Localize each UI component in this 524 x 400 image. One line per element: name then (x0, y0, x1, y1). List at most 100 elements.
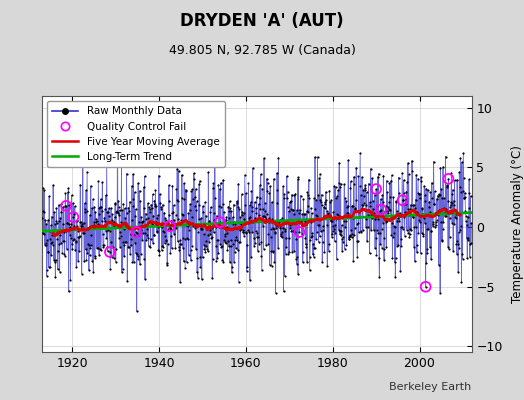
Point (99, 231, 107, 237)
Point (225, 243, 233, 250)
Point (281, 251, 290, 257)
Point (124, 204, 133, 211)
Point (238, 227, 247, 233)
Point (160, 209, 168, 216)
Point (208, 275, 216, 282)
Point (366, 203, 375, 209)
Point (178, 172, 186, 178)
Point (144, 214, 152, 221)
Point (299, 249, 307, 255)
Point (130, 240, 139, 246)
Point (437, 186, 445, 192)
Point (287, 228, 296, 234)
Point (383, 218, 391, 224)
Point (157, 205, 165, 212)
Point (401, 208, 410, 215)
Point (294, 270, 302, 277)
Point (75, 247, 83, 254)
Point (121, 215, 129, 222)
Point (451, 206, 460, 213)
Point (297, 192, 305, 199)
Point (232, 245, 240, 251)
Point (347, 234, 356, 241)
Point (349, 258, 357, 264)
Point (376, 241, 385, 248)
Point (337, 228, 346, 234)
Point (267, 248, 276, 254)
Point (187, 246, 195, 253)
Point (150, 202, 159, 209)
Point (446, 202, 455, 208)
Point (81, 208, 89, 215)
Point (460, 195, 468, 201)
Point (258, 186, 266, 192)
Point (243, 268, 251, 274)
Point (73, 217, 81, 224)
Point (392, 198, 400, 205)
Point (228, 221, 237, 228)
Point (54, 241, 63, 247)
Point (341, 195, 349, 202)
Point (200, 246, 209, 252)
Point (141, 210, 150, 217)
Point (300, 221, 308, 227)
Point (142, 237, 150, 244)
Point (286, 222, 294, 228)
Point (418, 230, 426, 236)
Point (444, 244, 452, 250)
Point (221, 232, 229, 239)
Point (133, 230, 141, 236)
Point (307, 205, 315, 211)
Point (100, 242, 108, 248)
Point (464, 205, 473, 212)
Point (320, 249, 329, 256)
Point (125, 208, 134, 214)
Point (44, 249, 52, 256)
Point (310, 245, 319, 251)
Point (185, 219, 194, 225)
Point (276, 224, 285, 231)
Point (212, 243, 220, 250)
Point (289, 207, 297, 213)
Point (188, 242, 196, 249)
Point (454, 269, 462, 275)
Point (273, 170, 281, 176)
Point (312, 211, 320, 218)
Point (272, 222, 280, 228)
Point (303, 259, 311, 265)
Point (152, 229, 161, 235)
Point (132, 206, 140, 212)
Point (237, 226, 245, 232)
Point (460, 195, 468, 202)
Point (79, 162, 87, 168)
Point (363, 189, 371, 195)
Point (286, 224, 294, 231)
Point (281, 226, 290, 233)
Point (208, 234, 216, 240)
Point (198, 226, 206, 232)
Point (416, 219, 424, 225)
Point (88, 231, 96, 238)
Point (116, 228, 125, 235)
Point (442, 184, 451, 190)
Point (60, 229, 68, 235)
Point (66, 224, 74, 230)
Point (327, 197, 335, 203)
Point (185, 207, 194, 214)
Point (400, 190, 408, 196)
Point (298, 210, 307, 217)
Point (266, 262, 274, 268)
Point (430, 158, 438, 165)
Point (288, 191, 296, 198)
Point (159, 228, 167, 235)
Point (446, 203, 454, 210)
Point (151, 187, 160, 194)
Point (256, 206, 265, 212)
Point (95, 246, 104, 252)
Point (293, 176, 302, 183)
Point (156, 200, 165, 206)
Point (280, 195, 288, 202)
Point (57, 200, 66, 207)
Point (293, 254, 301, 260)
Point (70, 236, 78, 242)
